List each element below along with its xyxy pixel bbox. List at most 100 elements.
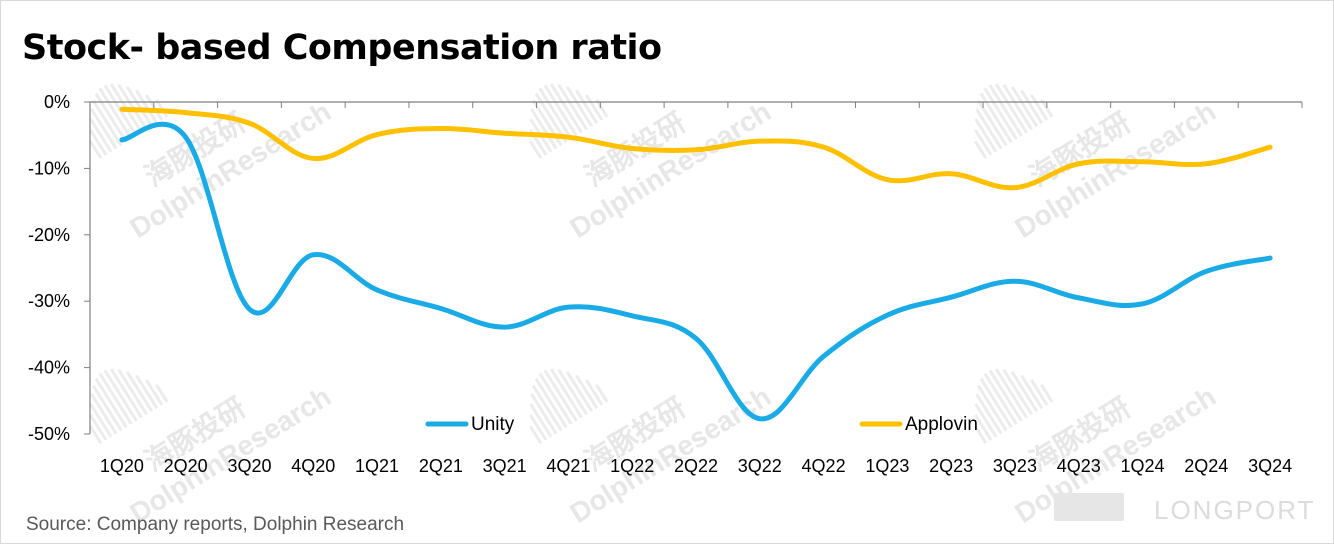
data-point-unity: [185, 136, 187, 138]
data-point-applovin: [1014, 187, 1016, 189]
watermark-bar: [974, 140, 988, 159]
watermark-bar: [974, 129, 993, 156]
watermark-bar: [117, 368, 148, 416]
data-point-unity: [886, 314, 888, 316]
watermark-bar: [974, 403, 998, 438]
watermark-bar: [91, 99, 123, 147]
x-tick-label: 3Q21: [483, 456, 527, 476]
data-point-applovin: [567, 136, 569, 138]
watermark-bar: [89, 140, 103, 159]
chart-title: Stock- based Compensation ratio: [22, 28, 662, 68]
watermark-bar: [979, 92, 1013, 144]
watermark-bar: [117, 83, 148, 131]
watermark-bar: [135, 89, 159, 124]
watermark-bar: [1020, 89, 1044, 124]
watermark-bar: [1040, 384, 1054, 403]
watermark-bar: [974, 425, 988, 444]
watermark-bar: [1010, 371, 1039, 413]
x-tick-label: 3Q24: [1248, 456, 1292, 476]
x-tick-label: 3Q20: [227, 456, 271, 476]
legend: Unity Applovin: [425, 414, 978, 435]
data-point-applovin: [312, 157, 314, 159]
data-point-applovin: [504, 132, 506, 134]
watermark-bar: [538, 372, 573, 425]
watermark-bar: [565, 86, 594, 128]
data-point-applovin: [121, 108, 123, 110]
axes: [84, 101, 1303, 435]
watermark-bar: [89, 129, 108, 156]
x-tick-label: 3Q22: [738, 456, 782, 476]
x-tick-label: 1Q20: [100, 456, 144, 476]
data-point-unity: [121, 139, 123, 141]
data-point-unity: [1269, 257, 1271, 259]
y-axis-tick-labels: 0% -10% -20% -30% -40% -50%: [28, 92, 70, 444]
watermark-bar: [1030, 94, 1049, 121]
x-tick-label: 2Q22: [674, 456, 718, 476]
watermark-bar: [529, 414, 548, 441]
x-tick-label: 4Q22: [802, 456, 846, 476]
data-point-unity: [567, 306, 569, 308]
watermark-bar: [91, 384, 123, 432]
data-point-applovin: [950, 173, 952, 175]
brand-text: LONGPORT: [1154, 495, 1316, 525]
watermark-bar: [575, 374, 599, 409]
data-point-applovin: [440, 128, 442, 130]
x-tick-label: 4Q20: [291, 456, 335, 476]
x-tick-label: 4Q21: [546, 456, 590, 476]
watermark-bar: [89, 425, 103, 444]
watermark-bar: [1040, 99, 1054, 118]
watermark-bar: [1030, 379, 1049, 406]
x-tick-label: 3Q23: [993, 456, 1037, 476]
watermark-bar: [983, 87, 1018, 140]
source-note: Source: Company reports, Dolphin Researc…: [26, 514, 405, 535]
data-point-unity: [440, 308, 442, 310]
watermark-bar: [534, 377, 568, 429]
watermark-bar: [585, 94, 604, 121]
watermark-bar: [534, 92, 568, 144]
watermark-bar: [543, 369, 578, 422]
data-point-unity: [1078, 297, 1080, 299]
data-point-unity: [823, 355, 825, 357]
watermark-bar: [974, 414, 993, 441]
watermark-bar: [94, 92, 128, 144]
data-point-applovin: [1078, 163, 1080, 165]
watermark-bar: [549, 83, 583, 134]
watermark-bar: [125, 371, 154, 413]
watermark-bar: [89, 118, 113, 153]
watermark-bar: [585, 379, 604, 406]
x-axis-tick-labels: 1Q20 2Q20 3Q20 4Q20 1Q21 2Q21 3Q21 4Q21 1Q22 2Q22…: [100, 456, 1292, 476]
watermark-bar: [979, 377, 1013, 429]
watermark-bar: [983, 372, 1018, 425]
y-tick-label: -50%: [28, 424, 70, 444]
y-tick-label: -30%: [28, 291, 70, 311]
x-tick-label: 2Q24: [1184, 456, 1228, 476]
watermark-bar: [531, 384, 563, 432]
watermark-bar: [89, 414, 108, 441]
watermark-bar: [575, 89, 599, 124]
x-tick-label: 4Q23: [1057, 456, 1101, 476]
data-point-applovin: [695, 149, 697, 151]
watermark-bar: [595, 384, 609, 403]
watermark-bar: [90, 108, 118, 150]
watermark-bar: [90, 393, 118, 435]
data-point-unity: [631, 315, 633, 317]
x-tick-label: 2Q21: [419, 456, 463, 476]
data-point-applovin: [1205, 163, 1207, 165]
data-point-applovin: [248, 122, 250, 124]
x-tick-label: 1Q22: [610, 456, 654, 476]
data-point-applovin: [1142, 161, 1144, 163]
x-tick-label: 2Q20: [164, 456, 208, 476]
data-point-unity: [950, 296, 952, 298]
watermark-bar: [103, 369, 138, 422]
data-point-unity: [504, 326, 506, 328]
watermark-bar: [530, 393, 558, 435]
brand-mark-icon: [1054, 493, 1124, 521]
legend-label-applovin: Applovin: [905, 414, 978, 435]
watermark-bar: [549, 368, 583, 419]
legend-label-unity: Unity: [471, 414, 515, 435]
data-point-unity: [759, 418, 761, 420]
watermark-bar: [988, 369, 1023, 422]
